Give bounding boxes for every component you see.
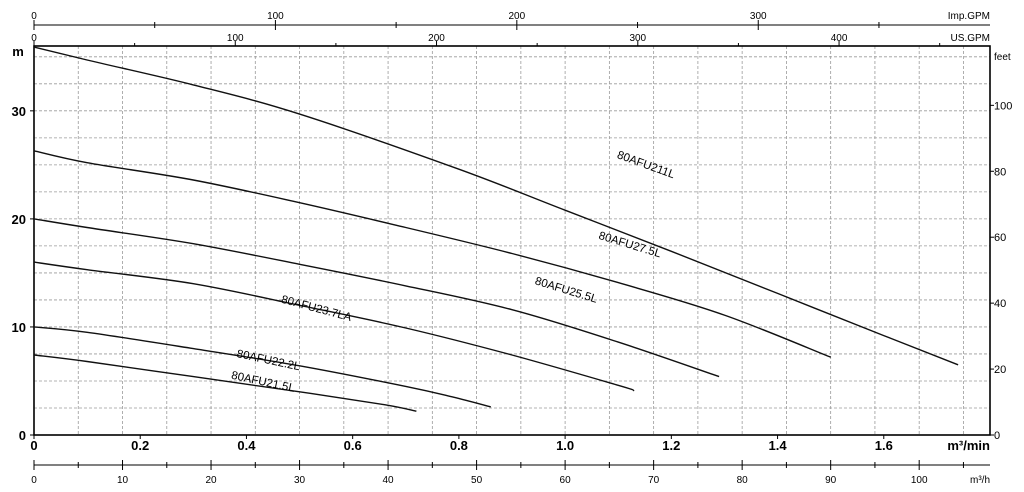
curve-80afu27-5l	[33, 150, 831, 358]
us-gpm-tick-label: 100	[227, 33, 244, 44]
bottom-primary-tick-label: 1.0	[556, 438, 574, 453]
grid	[34, 46, 990, 435]
left-axis-tick-label: 30	[12, 104, 26, 119]
curve-label: 80AFU21.5L	[230, 370, 296, 395]
bottom-secondary-tick-label: 30	[294, 475, 306, 486]
imp-gpm-tick-label: 100	[267, 11, 284, 22]
left-axis-tick-label: 10	[12, 320, 26, 335]
imp-gpm-tick-label: 300	[750, 11, 767, 22]
curve-labels: 80AFU211L80AFU27.5L80AFU25.5L80AFU23.7LA…	[230, 149, 677, 395]
curve-80afu25-5l	[33, 218, 720, 378]
right-axis-label: feet	[994, 52, 1011, 63]
us-gpm-tick-label: 200	[428, 33, 445, 44]
right-axis-tick-label: 0	[994, 430, 1000, 442]
left-axis-tick-label: 0	[19, 428, 26, 443]
imp-gpm-tick-label: 0	[31, 11, 37, 22]
right-axis-tick-label: 80	[994, 166, 1006, 178]
us-gpm-tick-label: 400	[831, 33, 848, 44]
pump-curves	[33, 46, 959, 412]
bottom-primary-tick-label: 1.6	[875, 438, 893, 453]
bottom-secondary-axis-label: m³/h	[970, 475, 990, 486]
bottom-primary-tick-label: 1.4	[769, 438, 788, 453]
us-gpm-tick-label: 0	[31, 33, 37, 44]
right-axis-tick-label: 40	[994, 298, 1006, 310]
bottom-secondary-tick-label: 20	[205, 475, 217, 486]
us-gpm-axis-label: US.GPM	[951, 33, 990, 44]
bottom-primary-axis-label: m³/min	[947, 438, 990, 453]
right-axis-tick-label: 100	[994, 100, 1012, 112]
bottom-primary-tick-label: 0.8	[450, 438, 468, 453]
bottom-secondary-tick-label: 70	[648, 475, 660, 486]
curve-80afu22-2l	[33, 326, 491, 408]
curve-80afu211l	[33, 46, 959, 366]
bottom-primary-tick-label: 0.4	[237, 438, 256, 453]
bottom-secondary-tick-label: 100	[911, 475, 928, 486]
bottom-primary-tick-label: 0.2	[131, 438, 149, 453]
plot-frame	[33, 45, 991, 436]
curve-label: 80AFU23.7LA	[280, 294, 353, 324]
right-axis-tick-label: 60	[994, 232, 1006, 244]
bottom-primary-tick-label: 1.2	[662, 438, 680, 453]
bottom-secondary-tick-label: 40	[383, 475, 395, 486]
bottom-primary-tick-label: 0	[30, 438, 37, 453]
curve-80afu23-7la	[33, 261, 635, 392]
imp-gpm-axis-label: Imp.GPM	[948, 11, 990, 22]
bottom-secondary-tick-label: 50	[471, 475, 483, 486]
left-axis-tick-label: 20	[12, 212, 26, 227]
curve-80afu21-5l	[33, 354, 417, 412]
curve-label: 80AFU25.5L	[533, 275, 599, 306]
imp-gpm-tick-label: 200	[508, 11, 525, 22]
right-axis-tick-label: 20	[994, 364, 1006, 376]
bottom-primary-tick-label: 0.6	[344, 438, 362, 453]
bottom-secondary-tick-label: 10	[117, 475, 129, 486]
bottom-secondary-tick-label: 90	[825, 475, 837, 486]
bottom-secondary-tick-label: 0	[31, 475, 37, 486]
curve-label: 80AFU22.2L	[235, 348, 301, 373]
bottom-secondary-tick-label: 80	[737, 475, 749, 486]
bottom-secondary-tick-label: 60	[560, 475, 572, 486]
curve-label: 80AFU211L	[615, 149, 677, 181]
left-axis-label: m	[12, 44, 24, 59]
us-gpm-tick-label: 300	[629, 33, 646, 44]
